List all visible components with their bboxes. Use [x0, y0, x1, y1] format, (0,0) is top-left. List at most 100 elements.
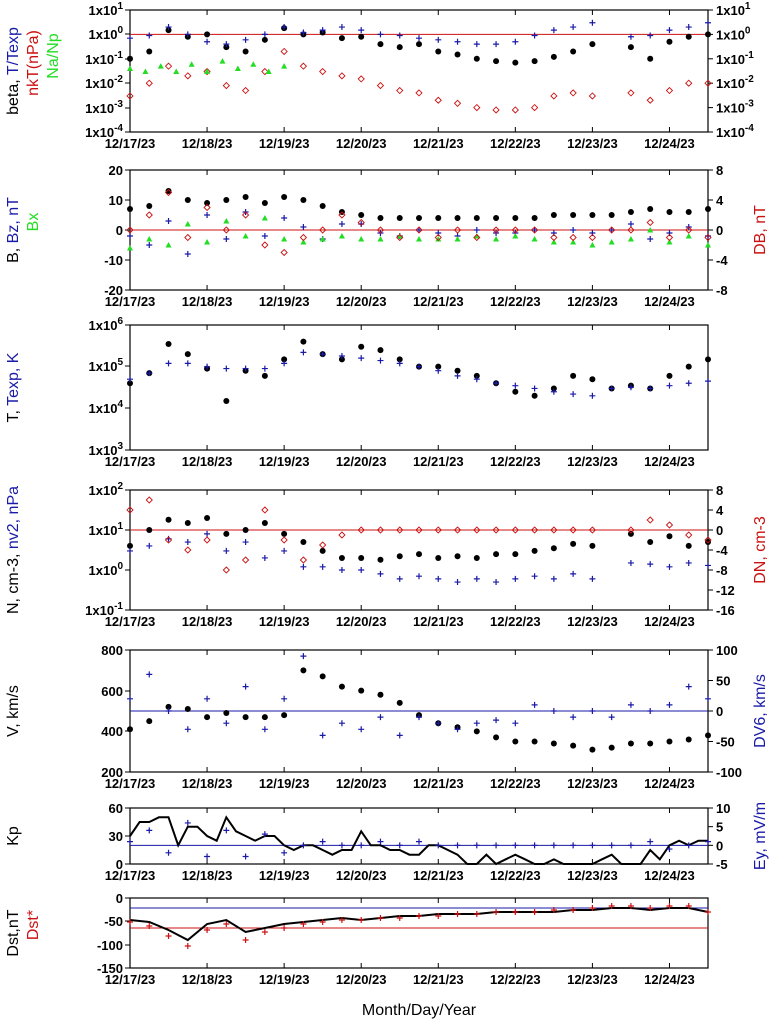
point-bz: [204, 212, 211, 218]
point-v: [512, 738, 519, 745]
point-bx: [165, 242, 172, 248]
point-t: [184, 351, 191, 358]
point-beta: [204, 31, 211, 38]
point-n: [589, 542, 596, 549]
ylabel-left-kp: Kp: [5, 826, 22, 846]
date-label: 12/22/23: [490, 776, 541, 791]
point-dn: [376, 526, 385, 534]
point-texp: [204, 363, 211, 370]
left-tick-label-dens: 1x102: [89, 481, 124, 498]
ylabel-left-beta: beta, T/Texp: [5, 27, 22, 115]
point-bx: [666, 239, 673, 245]
right-tick-label-dens: -4: [716, 543, 728, 558]
point-dst-: [261, 929, 268, 935]
point-dv6: [204, 695, 211, 702]
point-db: [588, 233, 597, 242]
point-texp: [377, 357, 384, 364]
right-tick-label-dens: 8: [716, 483, 723, 498]
point-t-texp: [570, 24, 577, 31]
point-beta: [685, 33, 692, 40]
point-texp: [319, 351, 326, 358]
point-nkt-npa-: [319, 67, 327, 76]
point-dv6: [146, 671, 153, 678]
point-db: [280, 248, 288, 257]
date-label: 12/18/23: [182, 294, 233, 309]
point-n: [358, 554, 365, 561]
date-label: 12/17/23: [105, 294, 156, 309]
point-beta: [377, 41, 384, 48]
point-nv2: [454, 579, 461, 586]
left-tick-label-kp: 0: [116, 857, 123, 872]
point-t-texp: [627, 33, 634, 40]
left-tick-label-mag: -10: [104, 253, 123, 268]
date-label: 12/22/23: [490, 294, 541, 309]
date-label: 12/23/23: [567, 614, 618, 629]
right-tick-label-mag: 4: [716, 193, 724, 208]
point-db: [608, 226, 616, 234]
point-t-texp: [377, 31, 384, 38]
point-nv2: [473, 575, 480, 582]
point-dv6: [223, 720, 230, 727]
point-na-np: [173, 68, 180, 75]
point-v: [531, 738, 538, 745]
point-bz: [223, 236, 230, 242]
date-label: 12/24/23: [644, 454, 695, 469]
point-t-texp: [146, 32, 153, 39]
point-n: [338, 554, 345, 561]
left-tick-label-beta: 1x10-1: [85, 50, 123, 67]
point-db: [685, 226, 693, 234]
point-bx: [146, 236, 153, 242]
point-bz: [531, 227, 538, 233]
point-b: [705, 206, 711, 212]
right-tick-label-dens: -8: [716, 563, 728, 578]
point-dv6: [165, 708, 172, 714]
point-texp: [454, 372, 461, 379]
point-na-np: [204, 68, 211, 75]
point-b: [319, 203, 326, 209]
point-t-texp: [338, 24, 345, 31]
point-b: [184, 197, 191, 203]
date-label: 12/22/23: [490, 868, 541, 883]
point-v: [608, 744, 615, 751]
point-n: [416, 551, 422, 558]
point-dst-: [358, 917, 365, 923]
point-db: [376, 226, 385, 234]
point-dn: [164, 536, 173, 544]
date-label: 12/20/23: [336, 868, 387, 883]
point-db: [530, 226, 539, 234]
point-v: [685, 736, 692, 743]
point-v: [165, 703, 172, 710]
point-dn: [665, 521, 674, 529]
point-beta: [127, 55, 133, 62]
right-tick-label-kp: -5: [716, 857, 728, 872]
point-db: [184, 233, 192, 242]
point-n: [127, 542, 133, 549]
right-tick-label-kp: 10: [716, 801, 730, 816]
date-label: 12/23/23: [567, 454, 618, 469]
point-t: [454, 367, 461, 374]
ylabel-left-vel: V, km/s: [5, 685, 22, 737]
point-b: [127, 206, 133, 212]
point-dv6: [705, 695, 711, 702]
point-ey: [627, 842, 634, 849]
point-nkt-npa-: [530, 103, 539, 112]
point-bz: [338, 221, 345, 227]
point-t: [473, 372, 480, 379]
point-dst-: [531, 909, 538, 915]
point-bx: [358, 236, 365, 242]
point-ey: [338, 842, 345, 849]
point-dn: [588, 526, 597, 534]
point-nv2: [416, 573, 422, 580]
point-beta: [396, 44, 403, 51]
point-ey: [204, 853, 211, 860]
point-bx: [473, 233, 480, 239]
point-nkt-npa-: [453, 99, 462, 107]
point-v: [184, 705, 191, 712]
right-tick-label-beta: 1x101: [716, 1, 751, 18]
point-n: [261, 519, 268, 526]
ylabel-left2-beta: nkT(nPa): [25, 30, 42, 96]
point-v: [223, 710, 230, 717]
point-nv2: [666, 563, 673, 570]
date-label: 12/20/23: [336, 776, 387, 791]
point-v: [493, 734, 500, 741]
